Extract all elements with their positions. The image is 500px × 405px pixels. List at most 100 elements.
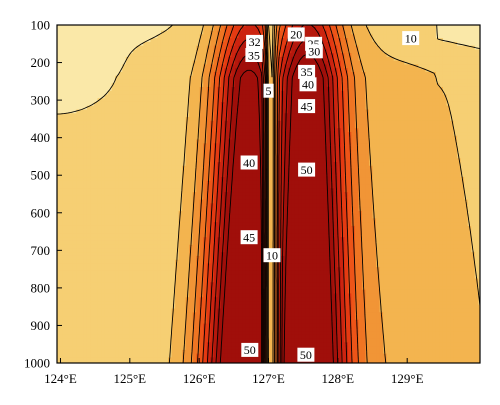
contour-fill-cell (280, 71, 285, 77)
contour-fill-cell (203, 45, 208, 51)
contour-fill-cell (319, 60, 324, 66)
contour-fill-cell (252, 135, 257, 141)
contour-fill-cell (231, 90, 236, 96)
contour-fill-cell (252, 120, 257, 126)
contour-fill-cell (65, 25, 70, 28)
contour-fill-cell (108, 60, 113, 66)
contour-fill-cell (393, 169, 398, 174)
contour-fill-cell (414, 165, 419, 171)
contour-fill-cell (108, 165, 113, 171)
contour-fill-cell (217, 41, 222, 47)
contour-fill-cell (168, 41, 173, 47)
contour-fill-cell (425, 162, 430, 167)
contour-fill-cell (220, 34, 226, 39)
contour-fill-cell (160, 64, 166, 69)
contour-fill-cell (224, 71, 229, 77)
contour-fill-cell (175, 75, 180, 81)
contour-fill-cell (62, 113, 67, 118)
contour-fill-cell (217, 113, 222, 118)
contour-fill-cell (125, 165, 130, 171)
contour-fill-cell (101, 64, 106, 69)
contour-fill-cell (376, 56, 381, 62)
contour-fill-cell (354, 90, 359, 96)
contour-fill-cell (97, 128, 102, 133)
contour-fill-cell (418, 162, 423, 167)
contour-fill-cell (69, 113, 74, 118)
contour-fill-cell (421, 26, 426, 32)
contour-fill-cell (171, 45, 176, 51)
contour-fill-cell (333, 105, 338, 111)
contour-fill-cell (368, 26, 374, 32)
contour-fill-cell (397, 56, 402, 62)
contour-fill-cell (160, 154, 166, 159)
contour-fill-cell (386, 143, 391, 148)
contour-fill-cell (478, 139, 480, 144)
contour-fill-cell (277, 30, 282, 35)
contour-fill-cell (337, 154, 342, 159)
contour-fill-cell (235, 94, 240, 99)
contour-fill-cell (330, 98, 335, 103)
contour-fill-cell (351, 143, 356, 148)
contour-fill-cell (358, 139, 363, 144)
contour-fill-cell (319, 83, 324, 88)
contour-fill-cell (450, 86, 455, 92)
contour-fill-cell (199, 90, 204, 96)
contour-fill-cell (376, 158, 381, 163)
contour-fill-cell (69, 83, 74, 88)
contour-fill-cell (157, 30, 162, 35)
contour-fill-cell (464, 143, 469, 148)
contour-fill-cell (220, 79, 226, 84)
contour-fill-cell (125, 117, 130, 122)
contour-fill-cell (125, 128, 130, 133)
contour-fill-cell (323, 86, 328, 92)
contour-fill-cell (390, 45, 395, 51)
contour-fill-cell (383, 86, 388, 92)
contour-fill-cell (291, 56, 296, 62)
contour-fill-cell (136, 143, 141, 148)
contour-fill-cell (164, 34, 169, 39)
contour-fill-cell (115, 169, 120, 174)
contour-fill-cell (203, 53, 208, 58)
contour-fill-cell (418, 79, 423, 84)
contour-fill-cell (125, 169, 130, 174)
contour-fill-cell (340, 64, 345, 69)
contour-fill-cell (400, 165, 405, 171)
contour-fill-cell (235, 139, 240, 144)
contour-fill-cell (407, 68, 412, 73)
contour-fill-cell (72, 34, 77, 39)
contour-fill-cell (411, 83, 416, 88)
contour-fill-cell (235, 30, 240, 35)
contour-fill-cell (421, 64, 426, 69)
contour-fill-cell (435, 71, 441, 77)
contour-fill-cell (358, 143, 363, 148)
contour-fill-cell (421, 83, 426, 88)
contour-fill-cell (309, 147, 314, 152)
contour-fill-cell (428, 150, 434, 156)
contour-fill-cell (442, 41, 448, 47)
contour-fill-cell (435, 60, 441, 66)
contour-fill-cell (326, 45, 331, 51)
contour-fill-cell (242, 128, 247, 133)
contour-fill-cell (157, 38, 162, 43)
contour-fill-cell (118, 49, 123, 54)
contour-fill-cell (404, 25, 409, 28)
contour-fill-cell (104, 139, 109, 144)
contour-fill-cell (203, 117, 208, 122)
contour-fill-cell (386, 60, 391, 66)
contour-fill-cell (287, 60, 293, 66)
contour-fill-cell (199, 105, 204, 111)
contour-fill-cell (178, 135, 183, 141)
contour-fill-cell (238, 120, 243, 126)
contour-fill-cell (125, 150, 130, 156)
contour-fill-cell (164, 98, 169, 103)
contour-fill-cell (146, 150, 152, 156)
contour-fill-cell (235, 143, 240, 148)
contour-fill-cell (305, 124, 310, 129)
contour-fill-cell (351, 26, 356, 32)
contour-fill-cell (344, 113, 349, 118)
contour-fill-cell (57, 38, 60, 43)
contour-fill-cell (94, 143, 99, 148)
contour-fill-cell (386, 113, 391, 118)
contour-fill-cell (439, 117, 444, 122)
contour-fill-cell (347, 41, 352, 47)
